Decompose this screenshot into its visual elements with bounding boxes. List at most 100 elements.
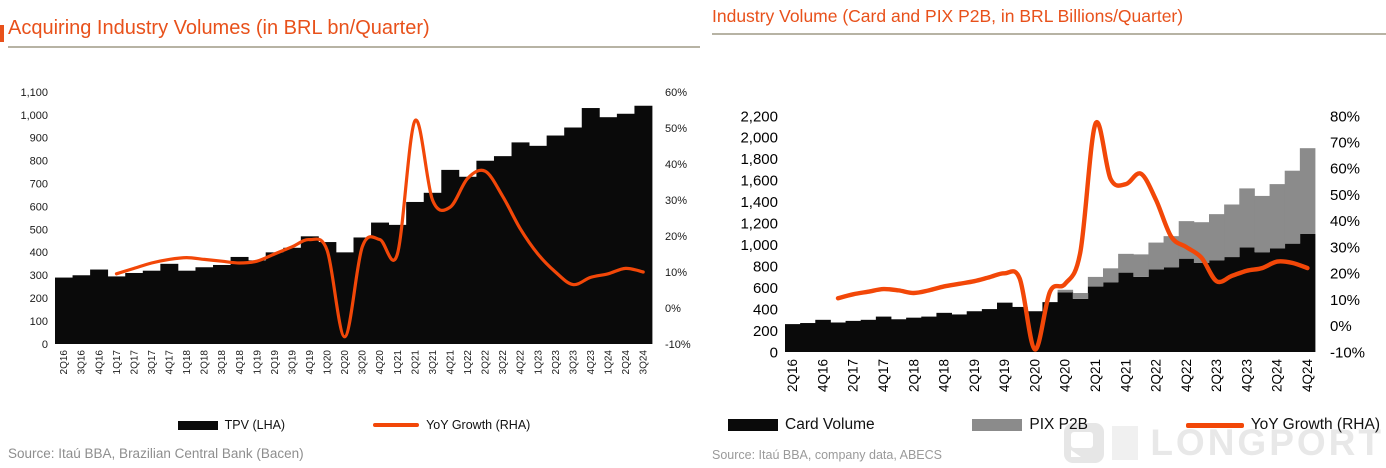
svg-text:4Q22: 4Q22 [516,350,527,375]
svg-text:2,000: 2,000 [740,130,778,147]
svg-text:3Q19: 3Q19 [287,350,298,375]
svg-text:3Q17: 3Q17 [147,350,158,375]
svg-text:4Q21: 4Q21 [1118,359,1133,392]
svg-text:300: 300 [30,270,48,282]
svg-text:30%: 30% [665,195,687,207]
svg-text:4Q19: 4Q19 [305,350,316,375]
clipped-edge-glyph [0,25,4,42]
svg-text:4Q17: 4Q17 [165,350,176,375]
svg-text:1,000: 1,000 [740,237,778,254]
svg-text:3Q21: 3Q21 [428,350,439,375]
industry-volume-chart: 0 200 400 600 800 1,000 1,200 1,400 1,600 1,800 2,… [740,108,1365,393]
svg-text:2Q19: 2Q19 [967,359,982,392]
svg-text:40%: 40% [665,159,687,171]
svg-text:60%: 60% [1330,161,1360,178]
svg-text:2Q19: 2Q19 [270,350,281,375]
svg-text:4Q16: 4Q16 [94,350,105,375]
svg-text:800: 800 [753,258,778,275]
legend-item-yoy: YoY Growth (RHA) [373,418,530,432]
svg-text:2Q17: 2Q17 [129,350,140,375]
legend-item-tpv: TPV (LHA) [177,418,286,432]
svg-text:200: 200 [30,293,48,305]
svg-text:4Q16: 4Q16 [815,359,830,392]
svg-text:10%: 10% [1330,292,1360,309]
acquiring-chart: 0 100 200 300 400 500 600 700 800 900 1,000 1,100 -1… [20,87,690,375]
svg-text:2Q16: 2Q16 [785,359,800,392]
svg-text:4Q22: 4Q22 [1179,359,1194,392]
svg-text:900: 900 [30,133,48,145]
svg-text:600: 600 [753,280,778,297]
legend-label: TPV (LHA) [224,418,286,432]
svg-text:3Q16: 3Q16 [77,350,88,375]
svg-text:4Q23: 4Q23 [586,350,597,375]
svg-text:2Q23: 2Q23 [1209,359,1224,392]
svg-text:1Q18: 1Q18 [182,350,193,375]
svg-text:2Q24: 2Q24 [621,350,632,375]
svg-text:2Q17: 2Q17 [846,359,861,392]
svg-text:4Q17: 4Q17 [876,359,891,392]
svg-text:4Q20: 4Q20 [1058,359,1073,392]
svg-text:1Q17: 1Q17 [112,350,123,375]
svg-text:2,200: 2,200 [740,108,778,125]
legend-label: PIX P2B [1029,416,1088,433]
legend-item-yoy: YoY Growth (RHA) [1185,416,1380,434]
svg-text:1,100: 1,100 [20,87,48,99]
legend-label: Card Volume [785,416,875,433]
svg-text:0%: 0% [665,303,681,315]
svg-text:2Q18: 2Q18 [906,359,921,392]
svg-text:0: 0 [42,339,48,351]
svg-text:400: 400 [30,247,48,259]
industry-panel: Industry Volume (Card and PIX P2B, in BR… [712,6,1386,468]
svg-text:50%: 50% [1330,187,1360,204]
svg-text:200: 200 [753,323,778,340]
svg-text:2Q20: 2Q20 [1027,359,1042,392]
svg-text:1,800: 1,800 [740,151,778,168]
svg-text:30%: 30% [1330,239,1360,256]
title-underline [8,46,700,48]
tpv-swatch-icon [177,420,218,430]
svg-text:80%: 80% [1330,108,1360,125]
svg-text:1Q19: 1Q19 [252,350,263,375]
svg-text:3Q24: 3Q24 [639,350,650,375]
legend-item-pix-p2b: PIX P2B [972,416,1088,434]
svg-text:-10%: -10% [1330,344,1365,361]
svg-text:2Q20: 2Q20 [340,350,351,375]
yoy-line-swatch-icon [1185,422,1244,428]
svg-text:2Q22: 2Q22 [481,350,492,375]
yoy-line-swatch-icon [373,423,420,427]
svg-text:1Q20: 1Q20 [323,350,334,375]
svg-text:3Q18: 3Q18 [217,350,228,375]
svg-text:3Q20: 3Q20 [358,350,369,375]
legend-item-card-volume: Card Volume [728,416,875,434]
svg-text:1,600: 1,600 [740,173,778,190]
svg-text:4Q20: 4Q20 [375,350,386,375]
industry-source: Source: Itaú BBA, company data, ABECS [712,448,942,462]
card-volume-swatch-icon [728,419,778,431]
svg-text:2Q24: 2Q24 [1270,359,1285,393]
svg-text:1Q21: 1Q21 [393,350,404,375]
svg-text:40%: 40% [1330,213,1360,230]
acquiring-chart-title: Acquiring Industry Volumes (in BRL bn/Qu… [8,17,430,39]
svg-text:50%: 50% [665,123,687,135]
svg-text:10%: 10% [665,267,687,279]
svg-text:1,000: 1,000 [20,110,48,122]
svg-text:4Q19: 4Q19 [997,359,1012,392]
svg-text:3Q22: 3Q22 [498,350,509,375]
svg-text:2Q22: 2Q22 [1149,359,1164,392]
svg-text:4Q21: 4Q21 [445,350,456,375]
svg-text:500: 500 [30,224,48,236]
acquiring-legend: TPV (LHA) YoY Growth (RHA) [8,418,700,432]
svg-text:3Q23: 3Q23 [568,350,579,375]
svg-text:0: 0 [770,344,778,361]
svg-text:700: 700 [30,178,48,190]
legend-label: YoY Growth (RHA) [426,418,531,432]
svg-text:2Q16: 2Q16 [59,350,70,375]
svg-text:20%: 20% [1330,266,1360,283]
svg-text:100: 100 [30,316,48,328]
industry-legend: Card Volume PIX P2B YoY Growth (RHA) [712,416,1386,434]
title-underline [712,32,1386,35]
svg-text:800: 800 [30,156,48,168]
svg-text:1Q22: 1Q22 [463,350,474,375]
svg-text:600: 600 [30,201,48,213]
svg-text:1Q24: 1Q24 [604,350,615,375]
